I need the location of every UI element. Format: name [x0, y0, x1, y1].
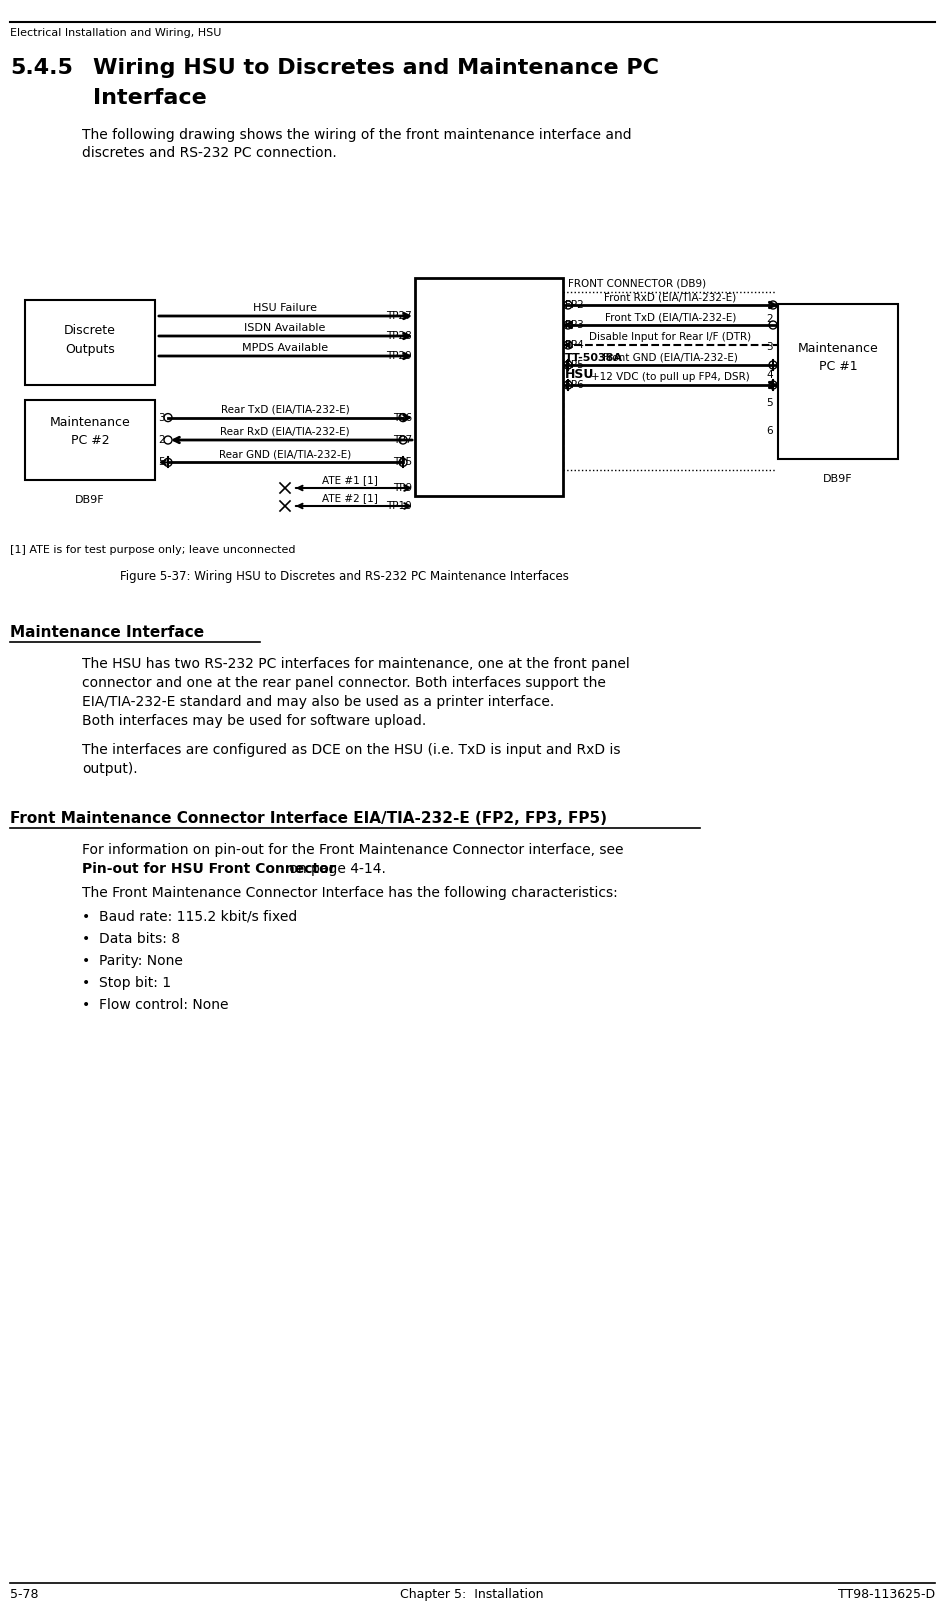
Text: discretes and RS-232 PC connection.: discretes and RS-232 PC connection.: [82, 146, 336, 161]
Text: For information on pin-out for the Front Maintenance Connector interface, see: For information on pin-out for the Front…: [82, 843, 623, 857]
Text: TT98-113625-D: TT98-113625-D: [837, 1587, 934, 1602]
Text: 4: 4: [766, 371, 772, 380]
Text: 2: 2: [766, 315, 772, 324]
Text: Rear RxD (EIA/TIA-232-E): Rear RxD (EIA/TIA-232-E): [220, 427, 349, 437]
Text: Front RxD (EIA/TIA-232-E): Front RxD (EIA/TIA-232-E): [604, 292, 735, 302]
Text: Front GND (EIA/TIA-232-E): Front GND (EIA/TIA-232-E): [602, 351, 737, 363]
Text: The interfaces are configured as DCE on the HSU (i.e. TxD is input and RxD is: The interfaces are configured as DCE on …: [82, 743, 620, 758]
Text: FP2: FP2: [565, 300, 583, 310]
Text: Figure 5-37: Wiring HSU to Discretes and RS-232 PC Maintenance Interfaces: Figure 5-37: Wiring HSU to Discretes and…: [120, 570, 568, 583]
Text: 2: 2: [158, 435, 164, 445]
Text: ATE #1 [1]: ATE #1 [1]: [322, 475, 378, 485]
Text: TP27: TP27: [386, 311, 412, 321]
Text: •  Baud rate: 115.2 kbit/s fixed: • Baud rate: 115.2 kbit/s fixed: [82, 910, 297, 924]
Text: Chapter 5:  Installation: Chapter 5: Installation: [400, 1587, 543, 1602]
Text: PC #2: PC #2: [71, 433, 110, 446]
Text: 5: 5: [766, 398, 772, 408]
Text: Front TxD (EIA/TIA-232-E): Front TxD (EIA/TIA-232-E): [604, 311, 735, 323]
Text: ATE #2 [1]: ATE #2 [1]: [322, 493, 378, 502]
Text: FP3: FP3: [565, 319, 583, 331]
Text: •  Data bits: 8: • Data bits: 8: [82, 933, 180, 945]
Text: TP28: TP28: [386, 331, 412, 340]
Text: Outputs: Outputs: [65, 343, 115, 356]
Text: TP6: TP6: [393, 412, 412, 422]
Text: 3: 3: [158, 412, 164, 422]
Text: Pin-out for HSU Front Connector: Pin-out for HSU Front Connector: [82, 862, 335, 876]
Bar: [414, 278, 563, 496]
Text: 5.4.5: 5.4.5: [10, 58, 73, 79]
Text: TP10: TP10: [386, 501, 412, 510]
Text: HSU Failure: HSU Failure: [253, 303, 316, 313]
Text: output).: output).: [82, 762, 138, 775]
Text: TP7: TP7: [393, 435, 412, 445]
Bar: [25, 400, 155, 480]
Text: FP4: FP4: [565, 340, 583, 350]
Text: Maintenance Interface: Maintenance Interface: [10, 624, 204, 640]
Text: on page 4-14.: on page 4-14.: [285, 862, 385, 876]
Bar: [25, 300, 155, 385]
Text: FP5: FP5: [565, 360, 583, 371]
Text: connector and one at the rear panel connector. Both interfaces support the: connector and one at the rear panel conn…: [82, 676, 605, 690]
Text: HSU: HSU: [565, 368, 594, 380]
Text: •  Flow control: None: • Flow control: None: [82, 998, 228, 1013]
Text: FP6: FP6: [565, 380, 583, 390]
Bar: [777, 303, 897, 459]
Text: 3: 3: [766, 342, 772, 353]
Text: EIA/TIA-232-E standard and may also be used as a printer interface.: EIA/TIA-232-E standard and may also be u…: [82, 695, 554, 709]
Text: Wiring HSU to Discretes and Maintenance PC: Wiring HSU to Discretes and Maintenance …: [93, 58, 658, 79]
Text: 5: 5: [158, 457, 164, 467]
Text: Both interfaces may be used for software upload.: Both interfaces may be used for software…: [82, 714, 426, 729]
Text: TP29: TP29: [386, 351, 412, 361]
Text: Rear GND (EIA/TIA-232-E): Rear GND (EIA/TIA-232-E): [219, 449, 351, 459]
Text: TP5: TP5: [393, 457, 412, 467]
Text: Maintenance: Maintenance: [50, 416, 130, 429]
Text: The Front Maintenance Connector Interface has the following characteristics:: The Front Maintenance Connector Interfac…: [82, 886, 617, 900]
Text: DB9F: DB9F: [76, 494, 105, 506]
Text: Front Maintenance Connector Interface EIA/TIA-232-E (FP2, FP3, FP5): Front Maintenance Connector Interface EI…: [10, 811, 606, 827]
Text: 5-78: 5-78: [10, 1587, 39, 1602]
Text: The HSU has two RS-232 PC interfaces for maintenance, one at the front panel: The HSU has two RS-232 PC interfaces for…: [82, 656, 629, 671]
Text: Rear TxD (EIA/TIA-232-E): Rear TxD (EIA/TIA-232-E): [220, 404, 349, 414]
Text: Disable Input for Rear I/F (DTR): Disable Input for Rear I/F (DTR): [589, 332, 750, 342]
Text: Maintenance: Maintenance: [797, 342, 877, 355]
Text: TP9: TP9: [393, 483, 412, 493]
Text: The following drawing shows the wiring of the front maintenance interface and: The following drawing shows the wiring o…: [82, 128, 631, 141]
Text: •  Stop bit: 1: • Stop bit: 1: [82, 976, 171, 990]
Text: MPDS Available: MPDS Available: [242, 343, 328, 353]
Text: PC #1: PC #1: [818, 361, 856, 374]
Text: ISDN Available: ISDN Available: [244, 323, 326, 332]
Text: •  Parity: None: • Parity: None: [82, 953, 183, 968]
Text: DB9F: DB9F: [822, 473, 851, 485]
Text: Electrical Installation and Wiring, HSU: Electrical Installation and Wiring, HSU: [10, 27, 221, 39]
Text: +12 VDC (to pull up FP4, DSR): +12 VDC (to pull up FP4, DSR): [591, 372, 750, 382]
Text: FRONT CONNECTOR (DB9): FRONT CONNECTOR (DB9): [567, 278, 705, 287]
Text: 6: 6: [766, 425, 772, 437]
Text: Discrete: Discrete: [64, 324, 116, 337]
Text: Interface: Interface: [93, 88, 207, 108]
Text: TT-5038A: TT-5038A: [565, 353, 622, 363]
Text: [1] ATE is for test purpose only; leave unconnected: [1] ATE is for test purpose only; leave …: [10, 546, 295, 555]
